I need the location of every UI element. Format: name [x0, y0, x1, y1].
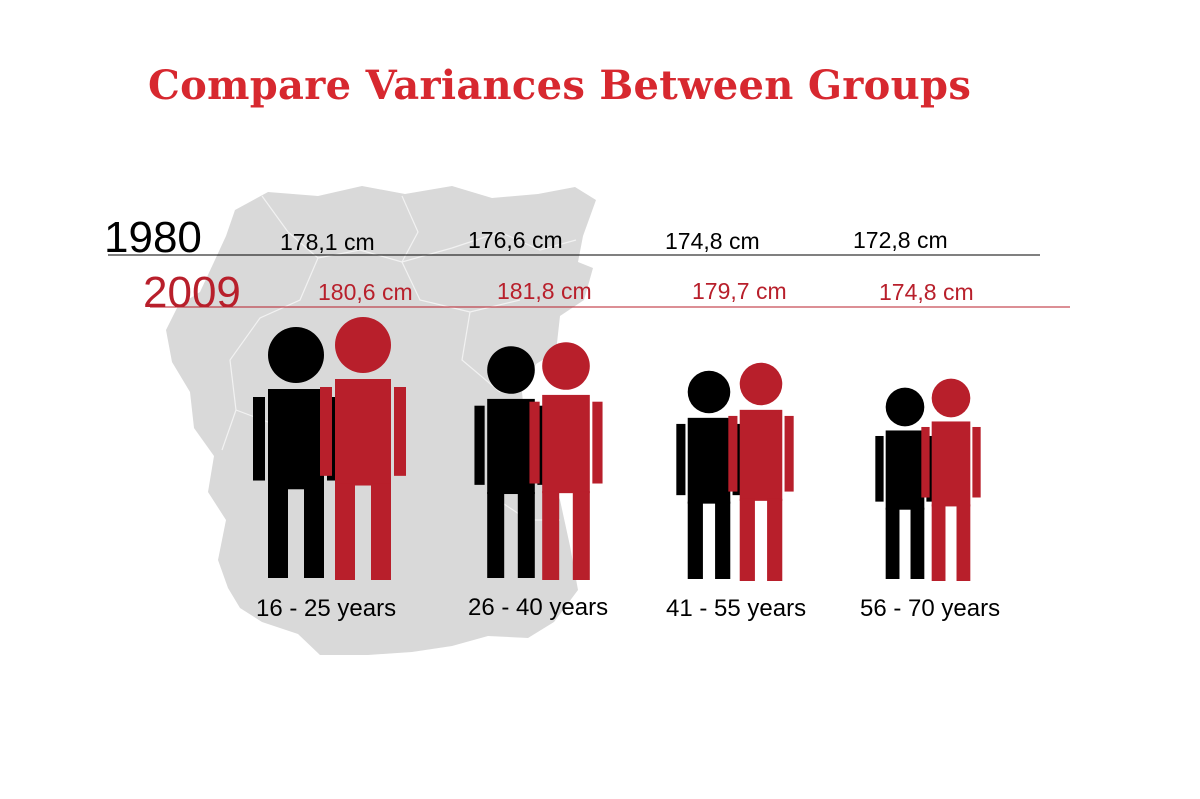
figure-2009-2-head: [739, 362, 783, 406]
figure-1980-3-arm-right: [926, 435, 935, 502]
figure-2009-3-leg-right: [956, 504, 971, 581]
value-2009-0: 180,6 cm: [318, 279, 413, 305]
figure-1980-2-arm-left: [676, 423, 686, 496]
chart-title: Compare Variances Between Groups: [148, 62, 972, 109]
value-1980-2: 174,8 cm: [665, 228, 760, 254]
figure-2009-2-torso: [739, 409, 783, 501]
figure-2009-3-torso: [931, 421, 971, 507]
category-label-0: 16 - 25 years: [256, 595, 396, 622]
figure-1980-0-head: [268, 327, 324, 383]
figure-2009-3-arm-left: [921, 426, 930, 498]
figure-1980-1-leg-left: [487, 492, 505, 578]
category-label-3: 56 - 70 years: [860, 595, 1000, 622]
figures-group: [253, 317, 981, 581]
figure-2009-1-head: [542, 342, 590, 390]
figure-2009-1-leg-right: [572, 491, 590, 580]
figure-2009-2-arm-right: [784, 415, 794, 492]
figure-2009-2-arm-left: [728, 415, 738, 492]
legend-2009: 2009: [143, 268, 241, 317]
value-1980-0: 178,1 cm: [280, 229, 375, 255]
value-1980-1: 176,6 cm: [468, 227, 563, 253]
figure-2009-0-arm-left: [320, 387, 332, 476]
figure-1980-1-torso: [487, 398, 535, 495]
category-label-2: 41 - 55 years: [666, 595, 806, 622]
value-2009-3: 174,8 cm: [879, 279, 974, 305]
figure-1980-0-leg-right: [304, 487, 324, 578]
value-2009-2: 179,7 cm: [692, 278, 787, 304]
figure-1980-3-leg-left: [885, 507, 900, 579]
figure-1980-3-torso: [885, 430, 925, 510]
figure-1980-2-leg-right: [715, 501, 731, 579]
figure-1980-2-leg-left: [687, 501, 703, 579]
figure-2009-2-leg-left: [739, 498, 755, 581]
figure-2009-3-head: [931, 378, 971, 418]
figure-2009-0-head: [335, 317, 391, 373]
figure-1980-3-leg-right: [910, 507, 925, 579]
category-label-1: 26 - 40 years: [468, 594, 608, 621]
figure-2009-1-arm-left: [529, 401, 540, 484]
figure-1980-1-leg-right: [517, 492, 535, 578]
figure-1980-0-torso: [268, 389, 324, 490]
figure-2009-0-leg-left: [335, 483, 355, 580]
legend-1980: 1980: [104, 213, 202, 262]
figure-2009-3-leg-left: [931, 504, 946, 581]
figure-1980-2-head: [687, 370, 731, 414]
figure-1980-3-head: [885, 387, 925, 427]
figure-1980-1-head: [487, 346, 535, 394]
value-2009-1: 181,8 cm: [497, 278, 592, 304]
figure-2009-1-leg-left: [542, 491, 560, 580]
figure-2009-0-arm-right: [394, 387, 406, 476]
figure-1980-1-arm-left: [474, 405, 485, 485]
figure-2009-0-torso: [335, 379, 391, 486]
figure-2009-3-arm-right: [972, 426, 981, 498]
figure-2009-1-arm-right: [592, 401, 603, 484]
figure-1980-3-arm-left: [875, 435, 884, 502]
figure-1980-0-arm-left: [253, 397, 265, 481]
figure-2009-2-leg-right: [767, 498, 783, 581]
figure-1980-2-torso: [687, 417, 731, 504]
figure-1980-0-leg-left: [268, 487, 288, 578]
figure-2009-0-leg-right: [371, 483, 391, 580]
figure-2009-1-torso: [542, 394, 590, 494]
value-1980-3: 172,8 cm: [853, 227, 948, 253]
